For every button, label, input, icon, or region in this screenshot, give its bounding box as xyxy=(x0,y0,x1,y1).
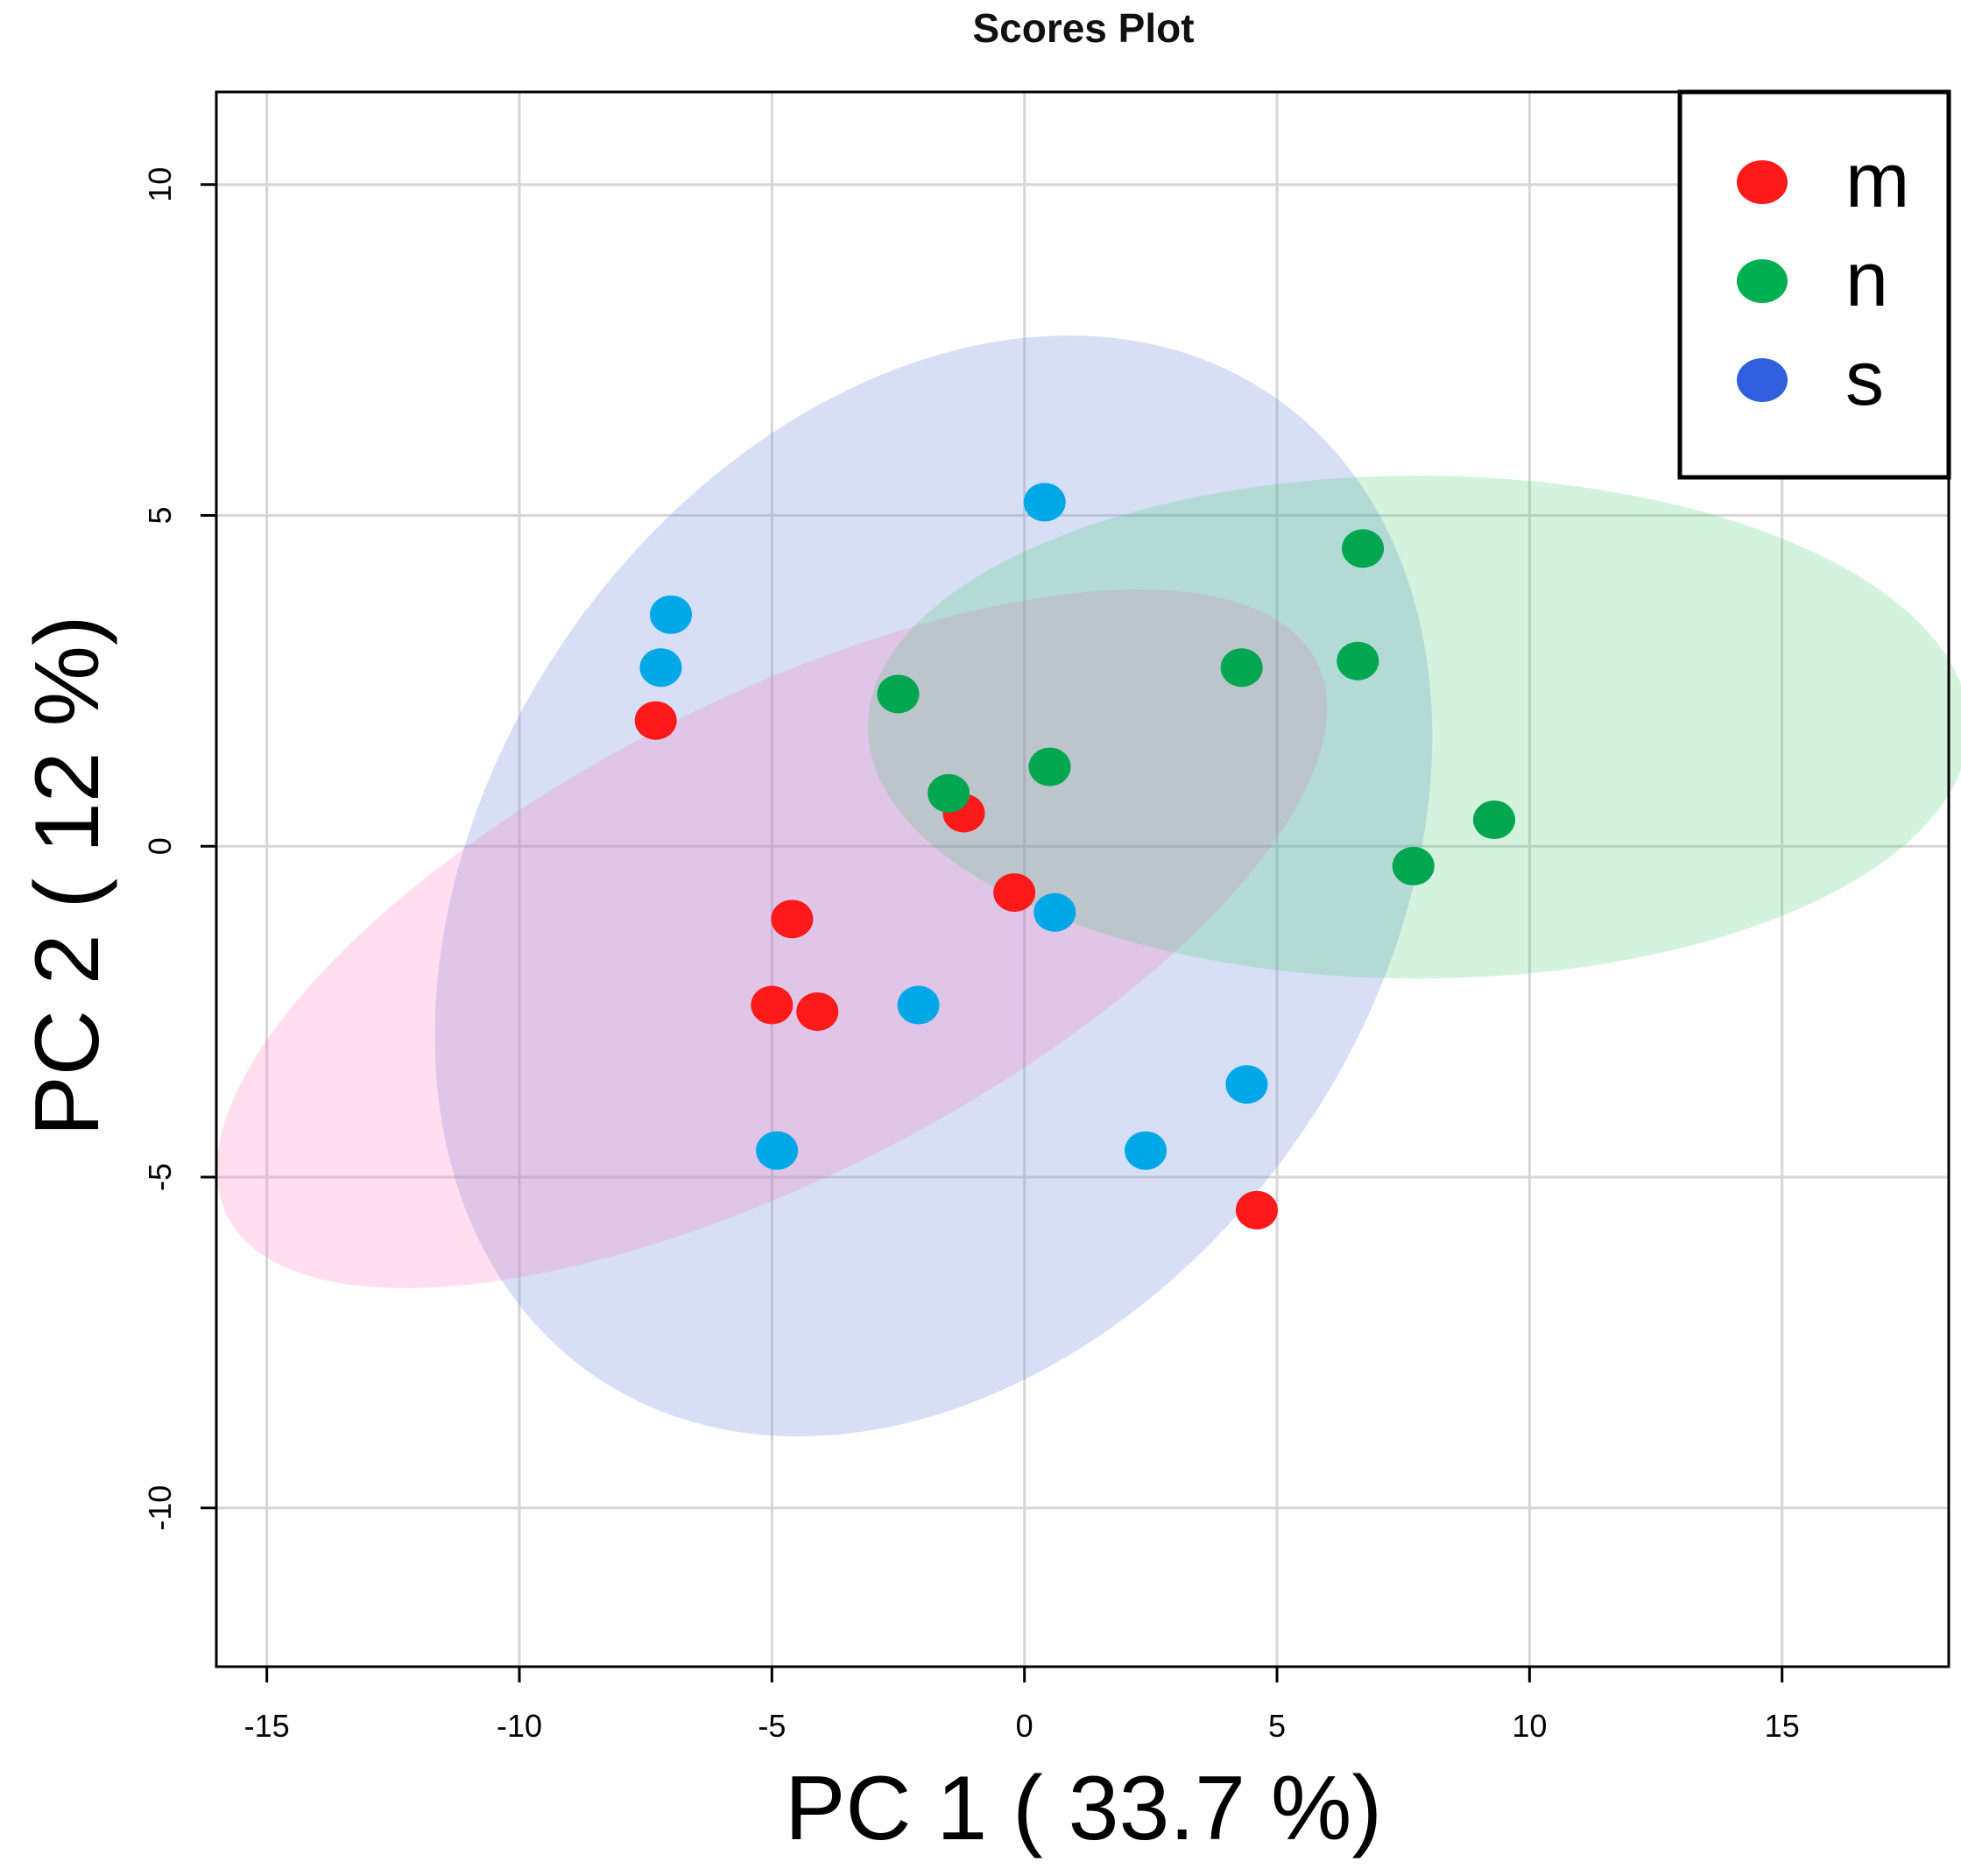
point-n-7 xyxy=(1472,800,1515,840)
point-m-7 xyxy=(1235,1190,1278,1230)
y-axis: -10 -5 0 5 10 xyxy=(142,167,218,1531)
point-n-5 xyxy=(1337,641,1379,681)
y-tick-label: -10 xyxy=(142,1485,178,1531)
point-s-6 xyxy=(1225,1065,1268,1104)
point-n-3 xyxy=(1028,747,1071,786)
point-n-8 xyxy=(1392,846,1435,885)
point-m-5 xyxy=(751,985,794,1025)
point-s-3 xyxy=(1023,483,1066,522)
point-n-6 xyxy=(1342,529,1385,568)
legend: mns xyxy=(1677,89,1951,480)
legend-label-m: m xyxy=(1845,137,1909,223)
point-s-7 xyxy=(1125,1131,1167,1170)
x-tick-label: 10 xyxy=(1512,1708,1547,1744)
ellipse-n xyxy=(868,476,1961,979)
legend-marker-n xyxy=(1737,259,1788,303)
y-tick-label: 5 xyxy=(142,506,178,524)
legend-marker-s xyxy=(1737,358,1788,402)
point-m-6 xyxy=(796,992,839,1032)
grid-lines xyxy=(216,92,1949,1667)
x-axis: -15 -10 -5 0 5 10 15 xyxy=(244,1665,1800,1744)
point-s-1 xyxy=(650,595,693,634)
point-n-2 xyxy=(928,773,970,813)
point-n-1 xyxy=(877,674,920,714)
x-tick-label: 5 xyxy=(1268,1708,1286,1744)
legend-label-n: n xyxy=(1845,236,1888,322)
point-m-4 xyxy=(771,899,814,939)
legend-marker-m xyxy=(1737,160,1788,204)
point-s-2 xyxy=(639,648,682,688)
x-tick-label: 15 xyxy=(1765,1708,1800,1744)
x-tick-label: -15 xyxy=(244,1708,290,1744)
point-m-1 xyxy=(634,701,677,740)
point-n-4 xyxy=(1220,648,1263,688)
x-tick-label: -5 xyxy=(758,1708,786,1744)
y-tick-label: 0 xyxy=(142,837,178,855)
data-points xyxy=(634,483,1515,1230)
x-tick-label: 0 xyxy=(1016,1708,1033,1744)
x-tick-label: -10 xyxy=(497,1708,542,1744)
point-m-3 xyxy=(993,873,1036,913)
y-tick-label: -5 xyxy=(142,1163,178,1191)
x-axis-label: PC 1 ( 33.7 %) xyxy=(785,1758,1382,1859)
y-tick-label: 10 xyxy=(142,167,178,202)
point-s-8 xyxy=(756,1131,799,1170)
y-axis-label: PC 2 ( 12 %) xyxy=(17,615,118,1136)
chart-title: Scores Plot xyxy=(972,5,1194,51)
point-s-5 xyxy=(897,985,940,1025)
legend-label-s: s xyxy=(1845,335,1884,421)
point-s-4 xyxy=(1033,892,1076,932)
legend-box xyxy=(1677,89,1951,480)
